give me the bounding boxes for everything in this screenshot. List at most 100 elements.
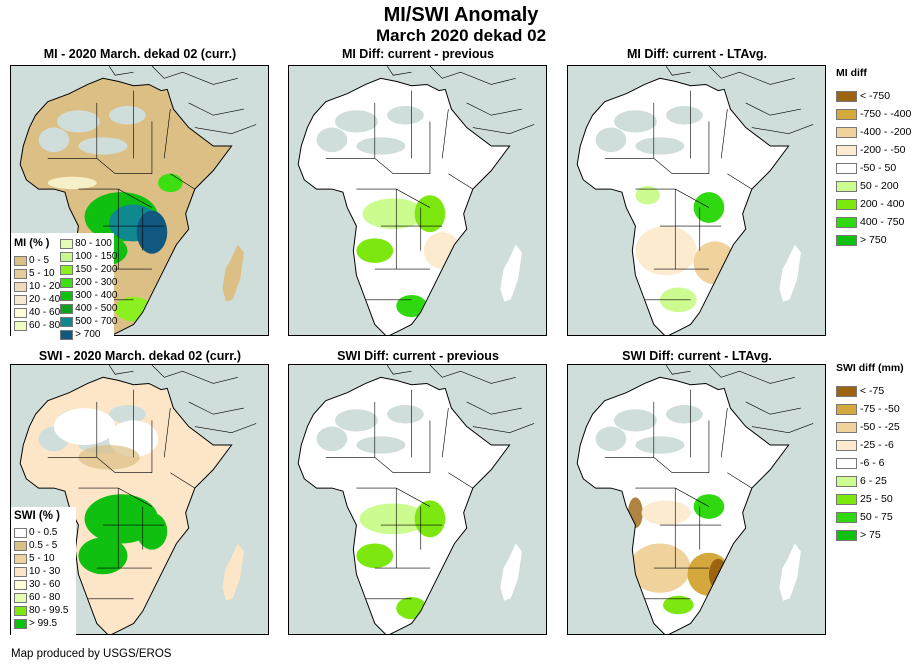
legend-swi-diff: SWI diff (mm) < -75 -75 - -50 -50 - -25 -25…	[836, 362, 904, 544]
legend-swatch	[836, 511, 857, 523]
map-canvas	[576, 365, 814, 634]
map-canvas	[297, 66, 535, 335]
legend-label: 60 - 80	[29, 320, 61, 331]
no-data-region	[334, 110, 378, 133]
map-swi-diff-previous	[288, 364, 547, 635]
legend-label: > 75	[860, 529, 881, 541]
value-region	[396, 294, 427, 318]
legend-swatch	[836, 439, 857, 451]
map-credit: Map produced by USGS/EROS	[11, 648, 172, 660]
country-borders	[47, 389, 196, 600]
no-data-region	[356, 436, 406, 454]
legend-item: 80 - 99.5	[14, 604, 76, 617]
legend-swatch	[14, 566, 27, 577]
panel-title-mi-current: MI - 2020 March. dekad 02 (curr.)	[43, 47, 237, 61]
legend-swatch	[836, 475, 857, 487]
legend-swatch	[836, 126, 857, 138]
legend-label: < -75	[860, 385, 885, 397]
no-data-region	[595, 426, 627, 452]
panel-title-swi-diff-ltavg: SWI Diff: current - LTAvg.	[622, 349, 772, 363]
value-region	[78, 445, 140, 470]
legend-label: 0.5 - 5	[29, 540, 58, 551]
legend-label: 400 - 750	[860, 216, 905, 228]
legend-label: 400 - 500	[75, 303, 118, 314]
legend-label: 10 - 30	[29, 566, 61, 577]
coastline	[19, 77, 233, 335]
value-region	[53, 408, 116, 446]
legend-swatch	[14, 255, 27, 266]
no-data-region	[316, 127, 348, 153]
value-region	[356, 543, 394, 569]
legend-item: -50 - -25	[836, 418, 904, 436]
legend-item: > 99.5	[14, 617, 76, 630]
map-swi-current	[10, 364, 269, 635]
legend-item: -400 - -200	[836, 123, 911, 141]
neighbor-borders	[665, 66, 814, 135]
value-region	[47, 176, 97, 190]
legend-swatch	[14, 553, 27, 564]
legend-label: -750 - -400	[860, 108, 912, 120]
legend-title: SWI diff (mm)	[836, 362, 904, 374]
value-region	[356, 238, 394, 263]
legend-title: SWI (% )	[14, 510, 60, 522]
legend-label: -6 - 6	[860, 457, 885, 469]
legend-label: 25 - 50	[860, 493, 893, 505]
legend-swatch	[836, 198, 857, 210]
legend-item: 6 - 25	[836, 472, 904, 490]
no-data-region	[78, 137, 128, 155]
legend-label: 150 - 200	[75, 264, 118, 275]
legend-label: 5 - 10	[29, 268, 55, 279]
value-region	[641, 500, 691, 526]
neighbor-borders	[386, 66, 535, 135]
legend-item: 10 - 20	[14, 280, 60, 293]
coastline	[576, 77, 790, 335]
map-canvas	[19, 66, 257, 335]
coastline	[297, 376, 511, 634]
legend-item: -75 - -50	[836, 400, 904, 418]
legend-item: 5 - 10	[14, 552, 76, 565]
no-data-region	[316, 426, 348, 452]
map-mi-diff-ltavg	[567, 65, 826, 336]
panel-title-swi-diff-previous: SWI Diff: current - previous	[337, 349, 499, 363]
legend-swatch	[14, 320, 27, 331]
neighbor-borders	[108, 365, 257, 434]
legend-label: -50 - -25	[860, 421, 900, 433]
map-mi-current	[10, 65, 269, 336]
legend-label: -50 - 50	[860, 162, 897, 174]
legend-label: 0 - 0.5	[29, 527, 58, 538]
legend-swatch	[836, 90, 857, 102]
legend-item: 50 - 75	[836, 508, 904, 526]
legend-swatch	[836, 144, 857, 156]
panel-title-mi-diff-previous: MI Diff: current - previous	[341, 47, 495, 61]
legend-label: < -750	[860, 90, 891, 102]
legend-label: > 99.5	[29, 618, 58, 629]
legend-label: -400 - -200	[860, 126, 912, 138]
africa-landmass	[577, 78, 789, 335]
legend-swatch	[14, 579, 27, 590]
madagascar	[500, 543, 522, 601]
legend-label: 6 - 25	[860, 475, 887, 487]
no-data-region	[387, 405, 424, 424]
legend-item: 100 - 150	[60, 250, 117, 263]
value-region	[115, 296, 152, 322]
value-region	[693, 241, 737, 285]
legend-item: -6 - 6	[836, 454, 904, 472]
legend-item: 500 - 700	[60, 315, 117, 328]
legend-item: 20 - 40	[14, 293, 60, 306]
legend-label: 60 - 80	[29, 592, 61, 603]
value-region	[362, 198, 424, 230]
legend-item: 0 - 0.5	[14, 526, 76, 539]
legend-swatch	[60, 329, 74, 340]
legend-swatch	[14, 592, 27, 603]
coastline	[19, 376, 233, 634]
no-data-region	[356, 137, 406, 155]
legend-label: 80 - 99.5	[29, 605, 69, 616]
legend-label: 300 - 400	[75, 290, 118, 301]
legend-swatch	[14, 307, 27, 318]
value-region	[628, 497, 643, 529]
coastline	[576, 376, 790, 634]
legend-item: 300 - 400	[60, 289, 118, 302]
legend-label: > 700	[75, 329, 101, 340]
value-region	[635, 186, 660, 205]
map-canvas	[297, 365, 535, 634]
